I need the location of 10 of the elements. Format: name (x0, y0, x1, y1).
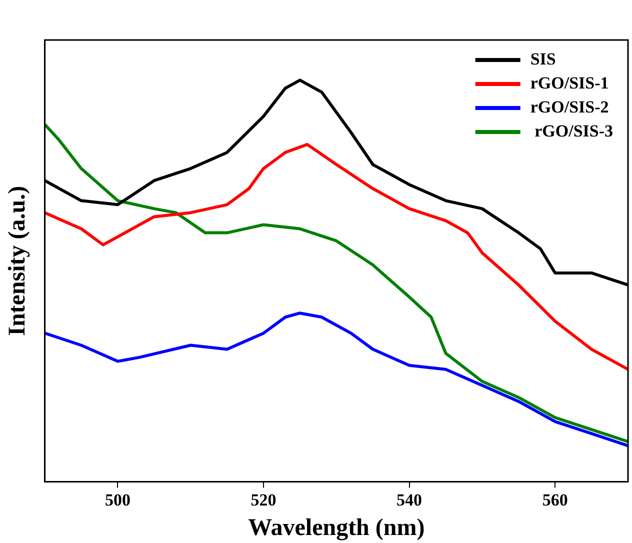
legend-label: rGO/SIS-2 (530, 97, 609, 116)
y-axis-title: Intensity (a.u.) (4, 186, 31, 336)
x-tick-label: 560 (542, 490, 568, 510)
x-axis-title: Wavelength (nm) (248, 514, 425, 541)
legend-label: SIS (530, 49, 556, 68)
x-tick-label: 520 (250, 490, 276, 510)
x-tick-label: 540 (396, 490, 422, 510)
legend-label: rGO/SIS-3 (530, 121, 614, 140)
x-tick-label: 500 (104, 490, 130, 510)
legend-label: rGO/SIS-1 (530, 73, 609, 92)
